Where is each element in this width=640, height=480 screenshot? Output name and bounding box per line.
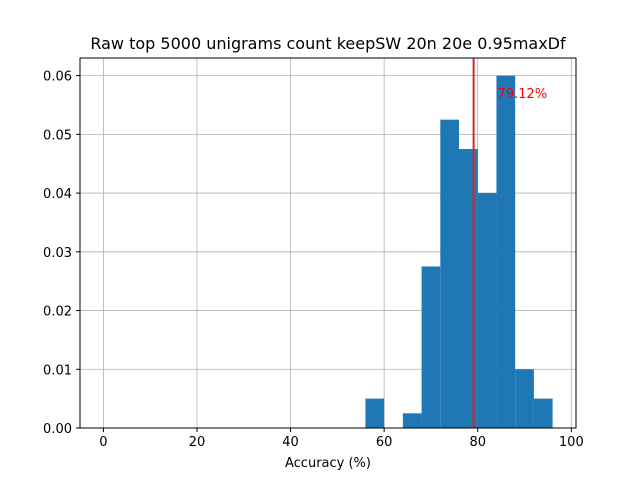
y-tick-label: 0.05 [43, 128, 72, 143]
plot-frame [79, 57, 577, 429]
y-tick-label: 0.03 [43, 246, 72, 261]
histogram-bar [421, 266, 441, 428]
mean-marker: 79.12% [472, 58, 548, 428]
y-axis-ticks: 0.00 0.01 0.02 0.03 0.04 0.05 0.06 [43, 70, 80, 437]
x-axis-ticks: 0 20 40 60 80 100 [99, 428, 584, 450]
y-tick-label: 0.04 [43, 187, 72, 202]
x-tick-label: 40 [282, 435, 299, 450]
histogram-bar [533, 398, 553, 428]
x-axis-label: Accuracy (%) [285, 456, 371, 471]
mean-annotation: 79.12% [498, 87, 548, 102]
histogram-bar [496, 75, 516, 428]
histogram-bar [477, 193, 497, 428]
histogram-bar [402, 413, 422, 428]
axes-frame [79, 57, 577, 429]
x-tick-label: 100 [559, 435, 584, 450]
histogram-bar [440, 119, 460, 429]
chart-title: Raw top 5000 unigrams count keepSW 20n 2… [90, 34, 566, 53]
x-tick-label: 60 [376, 435, 393, 450]
x-tick-label: 20 [189, 435, 206, 450]
y-tick-label: 0.06 [43, 70, 72, 85]
histogram-bars [365, 75, 553, 429]
x-tick-label: 80 [469, 435, 486, 450]
y-tick-label: 0.00 [43, 422, 72, 437]
histogram-bar [515, 369, 534, 428]
histogram-bar [365, 398, 385, 428]
histogram-bar [459, 149, 478, 429]
x-tick-label: 0 [99, 435, 107, 450]
y-tick-label: 0.02 [43, 305, 72, 320]
y-tick-label: 0.01 [43, 363, 72, 378]
